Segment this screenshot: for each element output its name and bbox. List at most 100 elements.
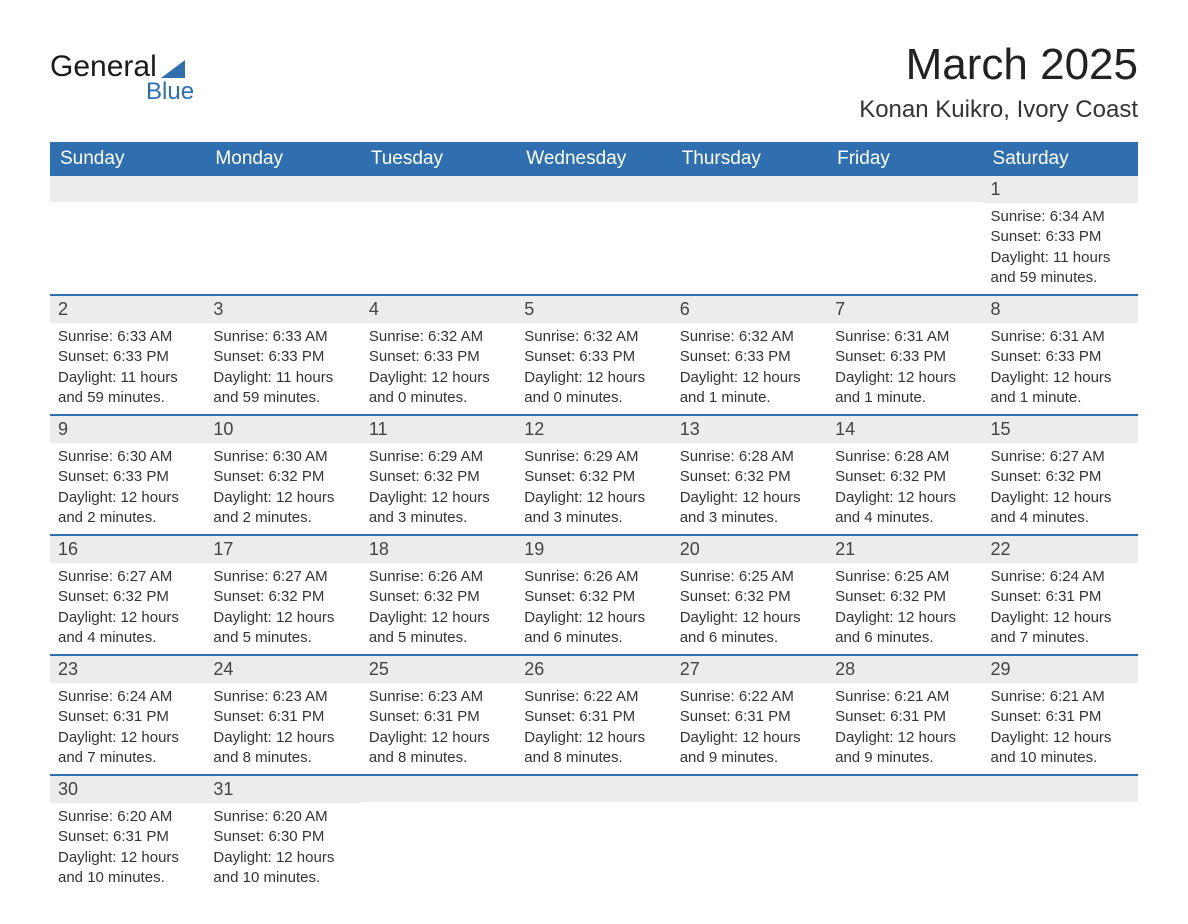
day-number: 28: [827, 656, 982, 683]
day-details: Sunrise: 6:34 AMSunset: 6:33 PMDaylight:…: [983, 203, 1138, 294]
day-details: Sunrise: 6:28 AMSunset: 6:32 PMDaylight:…: [672, 443, 827, 534]
day-details: Sunrise: 6:27 AMSunset: 6:32 PMDaylight:…: [205, 563, 360, 654]
sunset-text: Sunset: 6:32 PM: [369, 587, 508, 607]
day-details: Sunrise: 6:21 AMSunset: 6:31 PMDaylight:…: [983, 683, 1138, 774]
weekday-row: SundayMondayTuesdayWednesdayThursdayFrid…: [50, 142, 1138, 176]
daylight-text: Daylight: 12 hours and 7 minutes.: [991, 608, 1130, 649]
day-number: 24: [205, 656, 360, 683]
day-details: Sunrise: 6:25 AMSunset: 6:32 PMDaylight:…: [827, 563, 982, 654]
day-details: Sunrise: 6:33 AMSunset: 6:33 PMDaylight:…: [50, 323, 205, 414]
day-number: 13: [672, 416, 827, 443]
weekday-header: Saturday: [983, 142, 1138, 176]
sunset-text: Sunset: 6:31 PM: [58, 707, 197, 727]
sunrise-text: Sunrise: 6:27 AM: [58, 567, 197, 587]
sunset-text: Sunset: 6:33 PM: [991, 227, 1130, 247]
sunrise-text: Sunrise: 6:24 AM: [58, 687, 197, 707]
day-details: [50, 202, 205, 274]
day-number: [516, 176, 671, 202]
sunset-text: Sunset: 6:33 PM: [369, 347, 508, 367]
sunset-text: Sunset: 6:31 PM: [524, 707, 663, 727]
day-number: 22: [983, 536, 1138, 563]
calendar-cell: 9Sunrise: 6:30 AMSunset: 6:33 PMDaylight…: [50, 415, 205, 535]
day-details: Sunrise: 6:24 AMSunset: 6:31 PMDaylight:…: [983, 563, 1138, 654]
day-details: [361, 802, 516, 874]
day-details: Sunrise: 6:28 AMSunset: 6:32 PMDaylight:…: [827, 443, 982, 534]
sunset-text: Sunset: 6:33 PM: [991, 347, 1130, 367]
daylight-text: Daylight: 12 hours and 4 minutes.: [991, 488, 1130, 529]
day-details: [672, 802, 827, 874]
day-number: 5: [516, 296, 671, 323]
daylight-text: Daylight: 12 hours and 1 minute.: [991, 368, 1130, 409]
calendar-cell: 16Sunrise: 6:27 AMSunset: 6:32 PMDayligh…: [50, 535, 205, 655]
day-details: Sunrise: 6:31 AMSunset: 6:33 PMDaylight:…: [827, 323, 982, 414]
day-number: 3: [205, 296, 360, 323]
day-number: 25: [361, 656, 516, 683]
calendar-cell: 30Sunrise: 6:20 AMSunset: 6:31 PMDayligh…: [50, 775, 205, 894]
logo: General Blue: [50, 30, 194, 106]
logo-text-general: General: [50, 50, 157, 84]
day-details: Sunrise: 6:20 AMSunset: 6:31 PMDaylight:…: [50, 803, 205, 894]
sunset-text: Sunset: 6:31 PM: [991, 587, 1130, 607]
weekday-header: Sunday: [50, 142, 205, 176]
day-number: [983, 776, 1138, 802]
calendar-cell-empty: [50, 176, 205, 295]
calendar-cell: 7Sunrise: 6:31 AMSunset: 6:33 PMDaylight…: [827, 295, 982, 415]
daylight-text: Daylight: 11 hours and 59 minutes.: [58, 368, 197, 409]
sunrise-text: Sunrise: 6:28 AM: [680, 447, 819, 467]
day-details: Sunrise: 6:26 AMSunset: 6:32 PMDaylight:…: [516, 563, 671, 654]
day-details: Sunrise: 6:27 AMSunset: 6:32 PMDaylight:…: [50, 563, 205, 654]
day-number: [672, 776, 827, 802]
daylight-text: Daylight: 12 hours and 4 minutes.: [58, 608, 197, 649]
sunrise-text: Sunrise: 6:32 AM: [524, 327, 663, 347]
calendar-cell-empty: [827, 176, 982, 295]
day-details: Sunrise: 6:30 AMSunset: 6:33 PMDaylight:…: [50, 443, 205, 534]
day-number: 12: [516, 416, 671, 443]
calendar-cell-empty: [827, 775, 982, 894]
calendar-cell: 31Sunrise: 6:20 AMSunset: 6:30 PMDayligh…: [205, 775, 360, 894]
daylight-text: Daylight: 12 hours and 5 minutes.: [369, 608, 508, 649]
sunset-text: Sunset: 6:32 PM: [524, 467, 663, 487]
day-details: [827, 202, 982, 274]
calendar-cell: 12Sunrise: 6:29 AMSunset: 6:32 PMDayligh…: [516, 415, 671, 535]
daylight-text: Daylight: 12 hours and 1 minute.: [680, 368, 819, 409]
day-details: [516, 202, 671, 274]
day-details: Sunrise: 6:22 AMSunset: 6:31 PMDaylight:…: [672, 683, 827, 774]
month-title: March 2025: [859, 40, 1138, 90]
day-details: Sunrise: 6:32 AMSunset: 6:33 PMDaylight:…: [516, 323, 671, 414]
logo-triangle-icon: [161, 60, 185, 78]
header-bar: General Blue March 2025 Konan Kuikro, Iv…: [50, 30, 1138, 132]
calendar-cell: 13Sunrise: 6:28 AMSunset: 6:32 PMDayligh…: [672, 415, 827, 535]
daylight-text: Daylight: 12 hours and 9 minutes.: [835, 728, 974, 769]
weekday-header: Monday: [205, 142, 360, 176]
calendar-cell: 1Sunrise: 6:34 AMSunset: 6:33 PMDaylight…: [983, 176, 1138, 295]
sunset-text: Sunset: 6:33 PM: [835, 347, 974, 367]
logo-text-blue: Blue: [146, 78, 194, 106]
calendar-cell: 20Sunrise: 6:25 AMSunset: 6:32 PMDayligh…: [672, 535, 827, 655]
daylight-text: Daylight: 12 hours and 6 minutes.: [835, 608, 974, 649]
calendar-cell: 3Sunrise: 6:33 AMSunset: 6:33 PMDaylight…: [205, 295, 360, 415]
calendar-cell: 5Sunrise: 6:32 AMSunset: 6:33 PMDaylight…: [516, 295, 671, 415]
day-number: [672, 176, 827, 202]
daylight-text: Daylight: 12 hours and 10 minutes.: [213, 848, 352, 889]
day-number: 19: [516, 536, 671, 563]
weekday-header: Tuesday: [361, 142, 516, 176]
calendar-week-row: 16Sunrise: 6:27 AMSunset: 6:32 PMDayligh…: [50, 535, 1138, 655]
calendar-week-row: 2Sunrise: 6:33 AMSunset: 6:33 PMDaylight…: [50, 295, 1138, 415]
sunset-text: Sunset: 6:31 PM: [680, 707, 819, 727]
day-number: 15: [983, 416, 1138, 443]
location-subtitle: Konan Kuikro, Ivory Coast: [859, 96, 1138, 124]
sunrise-text: Sunrise: 6:32 AM: [369, 327, 508, 347]
sunset-text: Sunset: 6:32 PM: [680, 467, 819, 487]
calendar-cell: 19Sunrise: 6:26 AMSunset: 6:32 PMDayligh…: [516, 535, 671, 655]
sunset-text: Sunset: 6:31 PM: [835, 707, 974, 727]
calendar-cell: 8Sunrise: 6:31 AMSunset: 6:33 PMDaylight…: [983, 295, 1138, 415]
sunset-text: Sunset: 6:32 PM: [680, 587, 819, 607]
calendar-cell: 22Sunrise: 6:24 AMSunset: 6:31 PMDayligh…: [983, 535, 1138, 655]
daylight-text: Daylight: 12 hours and 10 minutes.: [58, 848, 197, 889]
day-number: 26: [516, 656, 671, 683]
sunrise-text: Sunrise: 6:29 AM: [524, 447, 663, 467]
daylight-text: Daylight: 12 hours and 6 minutes.: [524, 608, 663, 649]
day-number: 17: [205, 536, 360, 563]
day-details: Sunrise: 6:25 AMSunset: 6:32 PMDaylight:…: [672, 563, 827, 654]
calendar-cell: 6Sunrise: 6:32 AMSunset: 6:33 PMDaylight…: [672, 295, 827, 415]
